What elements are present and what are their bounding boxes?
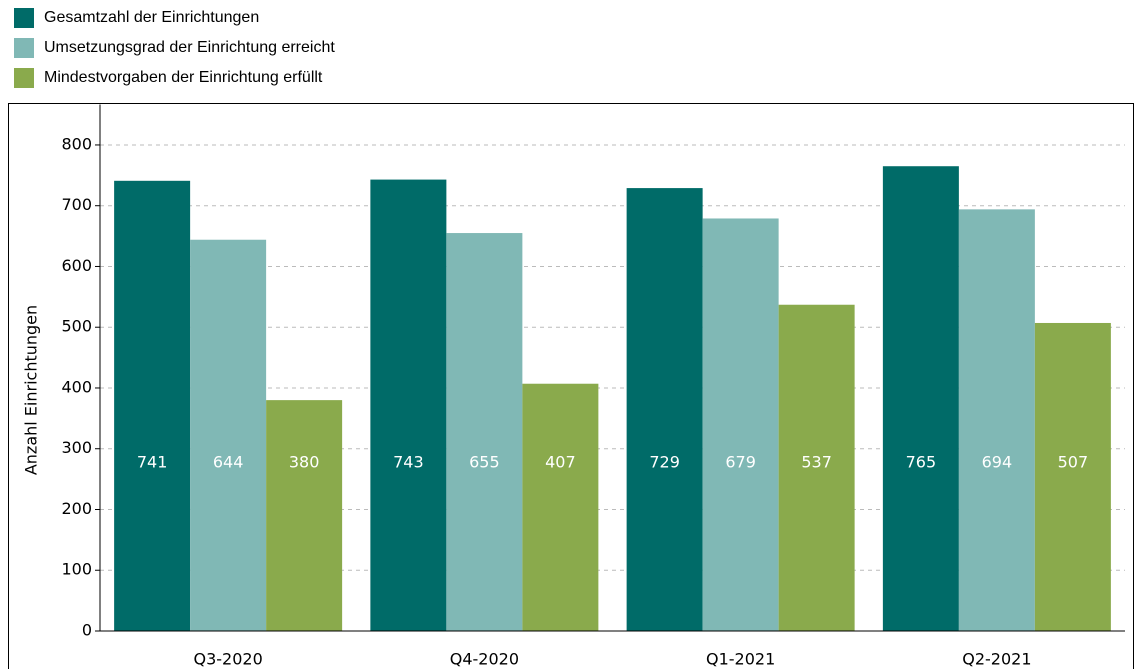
y-tick-label: 600	[61, 256, 92, 275]
y-tick-label: 200	[61, 499, 92, 518]
legend-swatch	[14, 38, 34, 58]
value-label: 537	[801, 453, 832, 472]
plot-frame	[8, 103, 1134, 669]
bar	[882, 166, 959, 631]
y-tick-label: 100	[61, 560, 92, 579]
legend-label: Umsetzungsgrad der Einrichtung erreicht	[44, 39, 335, 56]
y-tick-label: 0	[82, 621, 92, 640]
x-tick-label: Q4-2020	[450, 650, 519, 669]
value-label: 655	[469, 453, 500, 472]
bar	[778, 304, 855, 631]
value-label: 765	[906, 453, 937, 472]
value-label: 694	[982, 453, 1013, 472]
x-tick-label: Q2-2021	[962, 650, 1031, 669]
bar	[446, 233, 523, 631]
x-tick-label: Q3-2020	[193, 650, 262, 669]
bar	[958, 209, 1035, 631]
bar	[522, 383, 599, 631]
y-tick-label: 300	[61, 438, 92, 457]
value-label: 380	[289, 453, 320, 472]
value-label: 407	[545, 453, 576, 472]
y-tick-label: 700	[61, 195, 92, 214]
y-tick-label: 800	[61, 134, 92, 153]
bar	[702, 218, 779, 631]
value-label: 741	[137, 453, 168, 472]
value-label: 729	[649, 453, 680, 472]
bar	[190, 239, 267, 632]
value-label: 507	[1058, 453, 1089, 472]
bar	[626, 188, 703, 631]
bar	[1034, 322, 1111, 631]
value-label: 679	[725, 453, 756, 472]
bar	[370, 179, 447, 632]
legend-swatch	[14, 68, 34, 88]
legend-label: Gesamtzahl der Einrichtungen	[44, 9, 259, 26]
x-tick-label: Q1-2021	[706, 650, 775, 669]
bar	[266, 400, 343, 631]
legend-swatch	[14, 8, 34, 28]
legend: Gesamtzahl der Einrichtungen Umsetzungsgr…	[14, 8, 335, 88]
y-tick-label: 400	[61, 377, 92, 396]
value-label: 644	[213, 453, 244, 472]
value-label: 743	[393, 453, 424, 472]
bar	[114, 180, 191, 631]
y-axis-label: Anzahl Einrichtungen	[22, 305, 41, 475]
y-tick-label: 500	[61, 317, 92, 336]
legend-label: Mindestvorgaben der Einrichtung erfüllt	[44, 69, 323, 86]
